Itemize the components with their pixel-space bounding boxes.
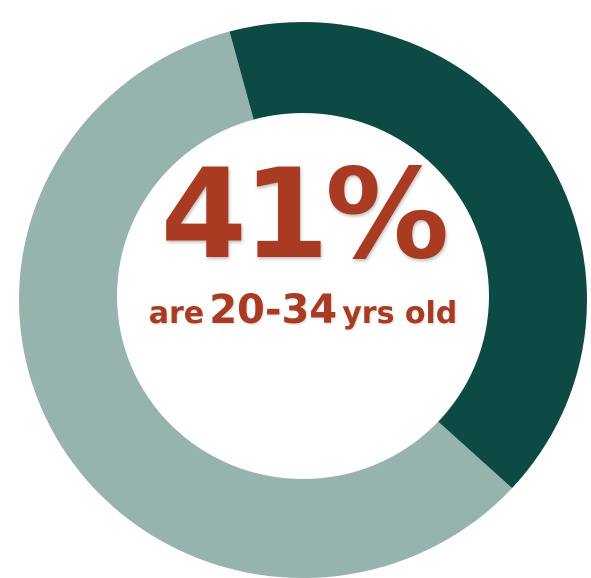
caption-suffix: yrs old [342, 296, 458, 331]
caption-age-range: 20-34 [209, 287, 338, 333]
caption: are 20-34 yrs old [118, 288, 488, 340]
donut-hole [117, 113, 489, 479]
percentage-value: 41% [160, 143, 450, 287]
center-label: 41% are 20-34 yrs old [118, 150, 488, 340]
caption-prefix: are [148, 296, 205, 331]
